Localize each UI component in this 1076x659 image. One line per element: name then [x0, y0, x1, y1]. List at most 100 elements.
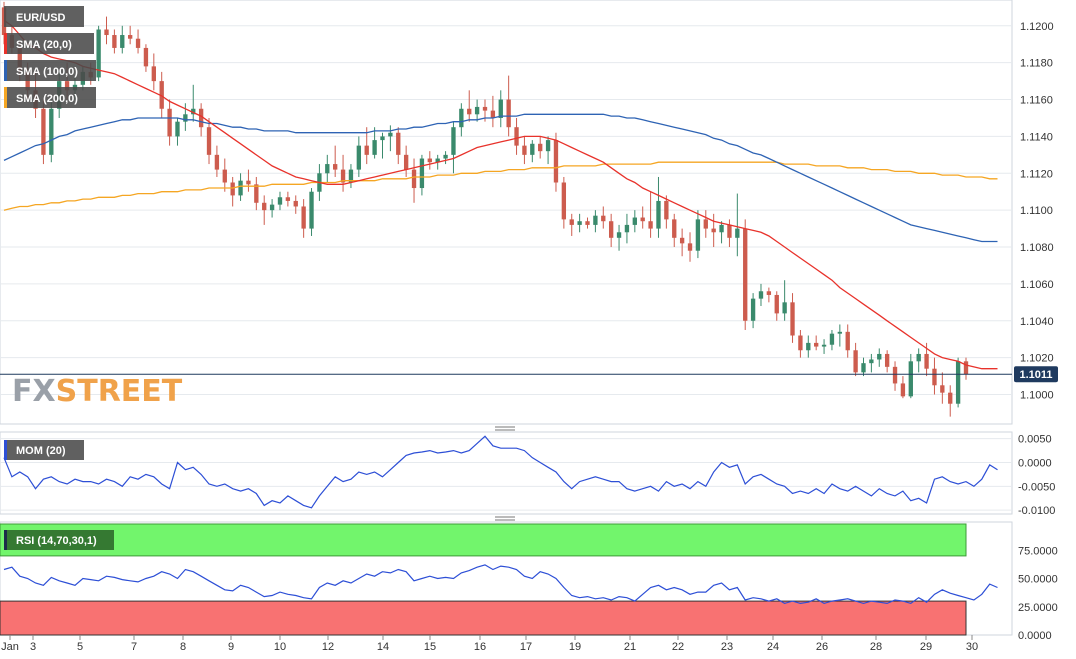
candle-body — [506, 99, 511, 128]
candle-body — [443, 154, 448, 159]
candle-body — [932, 368, 937, 386]
candle-body — [766, 291, 772, 295]
mom-tick-label: 0.0000 — [1018, 458, 1052, 470]
legend-sma20[interactable]: SMA (20,0) — [4, 33, 94, 54]
candle-body — [41, 108, 46, 155]
candle — [538, 136, 543, 159]
candle — [845, 324, 850, 358]
candle-body — [198, 108, 204, 128]
panel-resize-handle-2[interactable] — [495, 516, 515, 521]
candle-body — [340, 169, 346, 183]
candle-body — [593, 215, 598, 225]
candle-body — [640, 217, 645, 222]
candle — [963, 357, 969, 380]
price-tick-label: 1.1080 — [1020, 242, 1054, 254]
mom-axis: 0.0050 0.0000 -0.0050 -0.0100 — [1018, 434, 1055, 518]
candle — [766, 287, 772, 303]
candle — [120, 25, 125, 54]
time-tick-label: 8 — [180, 641, 186, 653]
candle — [96, 25, 101, 82]
candle — [892, 361, 898, 391]
candle-body — [25, 71, 30, 91]
candle-body — [167, 108, 172, 137]
price-tick-label: 1.1000 — [1020, 390, 1054, 402]
candle-body — [246, 180, 251, 185]
candle — [593, 210, 598, 233]
candle — [269, 199, 275, 218]
candle-body — [656, 200, 661, 229]
candle — [49, 99, 54, 163]
candle — [459, 103, 464, 137]
legend-rsi[interactable]: RSI (14,70,30,1) — [4, 530, 114, 550]
candle — [403, 145, 409, 177]
legend-sma100[interactable]: SMA (100,0) — [4, 60, 96, 81]
legend-symbol[interactable]: EUR/USD — [4, 6, 84, 27]
candle-body — [120, 35, 125, 48]
candle-body — [482, 106, 488, 111]
candle-body — [372, 140, 377, 155]
candle-body — [206, 127, 212, 155]
mom-tick-label: -0.0050 — [1018, 481, 1055, 493]
candle — [451, 121, 456, 174]
candle-body — [427, 158, 432, 163]
candle — [553, 132, 559, 192]
candle — [41, 99, 46, 165]
price-tick-label: 1.1020 — [1020, 353, 1054, 365]
time-tick-label: 10 — [274, 641, 286, 653]
sma20-label: SMA (20,0) — [16, 39, 72, 51]
panel-resize-handle-1[interactable] — [495, 426, 515, 431]
candle — [159, 71, 164, 118]
candle-body — [474, 106, 480, 115]
candle-body — [695, 219, 701, 251]
candle-body — [664, 200, 669, 220]
candle-body — [916, 353, 921, 362]
candle-body — [577, 221, 582, 225]
watermark-fx: FX — [12, 374, 56, 409]
candle — [932, 357, 937, 395]
mom-tick-label: -0.0100 — [1018, 505, 1055, 517]
price-gridlines — [0, 25, 1012, 396]
candle — [679, 228, 685, 257]
candle-body — [333, 164, 338, 170]
candle — [616, 224, 622, 251]
candle-body — [309, 191, 314, 229]
candle-body — [159, 81, 164, 109]
candle-body — [853, 350, 858, 373]
candle — [608, 213, 614, 248]
candle — [135, 29, 141, 54]
candle-body — [64, 81, 70, 91]
candle — [238, 173, 243, 201]
candle-body — [798, 335, 803, 351]
candle — [908, 353, 913, 399]
rsi-tick-label: 75.0000 — [1018, 545, 1058, 557]
candle-body — [498, 99, 503, 118]
candle-body — [356, 145, 362, 170]
candle — [191, 84, 196, 122]
candle — [577, 213, 582, 233]
time-tick-label: 21 — [624, 641, 636, 653]
candle — [774, 291, 779, 321]
candle-body — [727, 224, 732, 238]
time-tick-label: Jan — [1, 641, 19, 653]
candle — [490, 95, 496, 128]
candle-body — [585, 221, 590, 225]
mom-line — [3, 435, 998, 509]
candle-body — [435, 158, 440, 163]
candle-body — [183, 114, 188, 122]
legend-sma200[interactable]: SMA (200,0) — [4, 87, 96, 108]
candle-body — [821, 344, 827, 347]
candle-body — [963, 361, 969, 375]
candle — [175, 117, 180, 146]
candle-body — [672, 219, 677, 238]
rsi-overbought-zone — [0, 523, 967, 557]
legend-mom[interactable]: MOM (20) — [4, 440, 84, 460]
price-tick-label: 1.1120 — [1020, 168, 1053, 180]
candle-body — [711, 228, 716, 233]
candle-body — [151, 66, 156, 82]
price-tick-label: 1.1140 — [1020, 131, 1053, 143]
candle-body — [632, 217, 637, 225]
candle — [837, 324, 843, 347]
candle — [246, 169, 251, 192]
sma100-label: SMA (100,0) — [16, 66, 78, 78]
